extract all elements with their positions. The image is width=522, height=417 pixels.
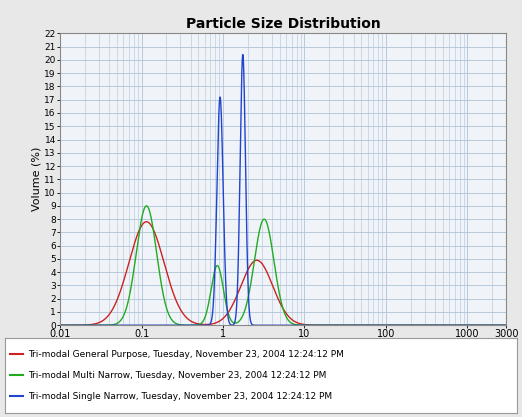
Y-axis label: Volume (%): Volume (%) (32, 147, 42, 211)
X-axis label: Particle Size (µm): Particle Size (µm) (234, 342, 332, 352)
Text: Tri-modal Multi Narrow, Tuesday, November 23, 2004 12:24:12 PM: Tri-modal Multi Narrow, Tuesday, Novembe… (28, 371, 327, 380)
Text: Tri-modal General Purpose, Tuesday, November 23, 2004 12:24:12 PM: Tri-modal General Purpose, Tuesday, Nove… (28, 350, 344, 359)
Title: Particle Size Distribution: Particle Size Distribution (186, 17, 381, 31)
Text: Tri-modal Single Narrow, Tuesday, November 23, 2004 12:24:12 PM: Tri-modal Single Narrow, Tuesday, Novemb… (28, 392, 333, 401)
